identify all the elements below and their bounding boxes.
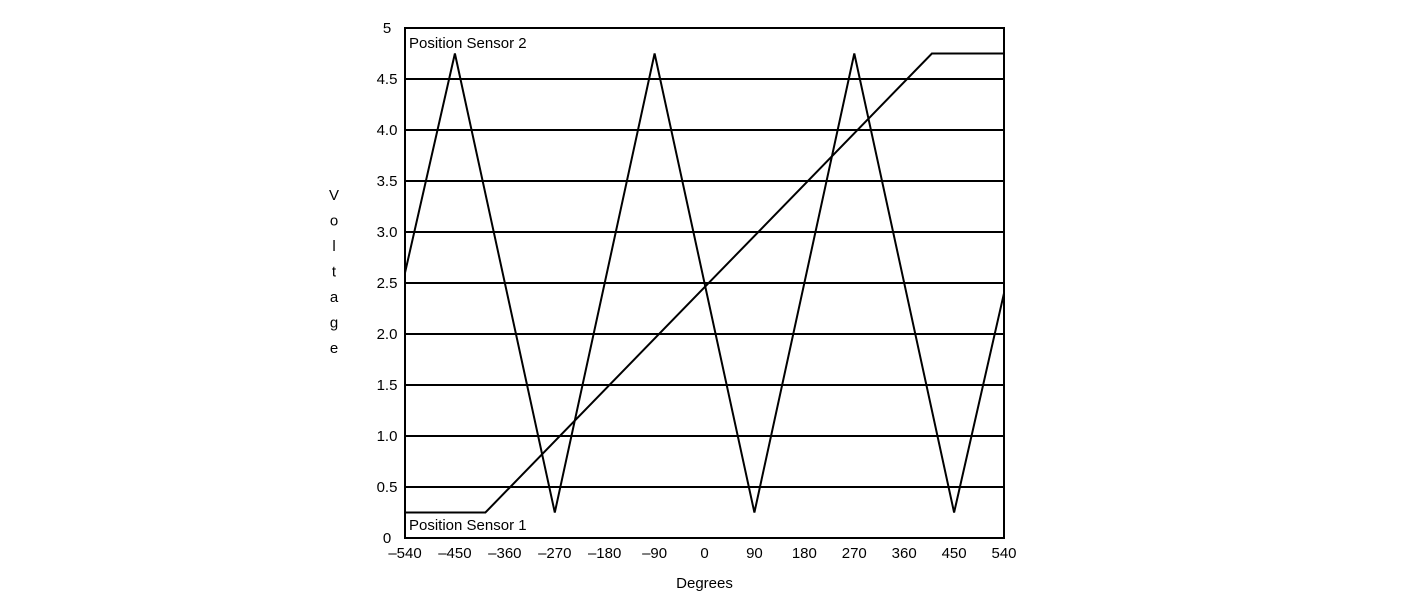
y-tick-label-10: 5 [383,20,391,37]
x-tick-label-8: 180 [792,545,817,562]
x-axis-label: Degrees [676,575,733,592]
y-tick-label-5: 2.5 [377,275,398,292]
y-tick-label-7: 3.5 [377,173,398,190]
y-axis-label-letter-4: a [330,289,339,306]
y-axis-label-letter-5: g [330,315,338,332]
series-label-position-sensor-1: Position Sensor 1 [409,517,527,534]
y-axis-label-letter-3: t [332,264,337,281]
x-tick-label-9: 270 [842,545,867,562]
y-tick-label-8: 4.0 [377,122,398,139]
y-axis-label-letter-6: e [330,340,338,357]
x-tick-label-2: –360 [488,545,521,562]
series-line-1 [405,52,1004,514]
x-tick-label-1: –450 [438,545,471,562]
y-tick-label-6: 3.0 [377,224,398,241]
x-tick-label-12: 540 [991,545,1016,562]
y-tick-label-9: 4.5 [377,71,398,88]
y-tick-label-1: 0.5 [377,479,398,496]
y-tick-label-4: 2.0 [377,326,398,343]
x-tick-label-5: –90 [642,545,667,562]
x-tick-label-4: –180 [588,545,621,562]
plot-frame [404,27,1005,539]
y-tick-label-3: 1.5 [377,377,398,394]
x-tick-label-3: –270 [538,545,571,562]
y-tick-label-0: 0 [383,530,391,547]
y-axis-label-letter-1: o [330,213,338,230]
y-tick-label-2: 1.0 [377,428,398,445]
x-tick-label-10: 360 [892,545,917,562]
y-tick-labels: 0 0.5 1.0 1.5 2.0 2.5 3.0 3.5 4.0 4.5 5 [377,20,398,547]
x-tick-label-11: 450 [942,545,967,562]
series-layer [404,52,1005,514]
series-label-position-sensor-2: Position Sensor 2 [409,35,527,52]
x-tick-label-6: 0 [700,545,708,562]
y-axis-label-letter-0: V [329,187,339,204]
x-tick-label-0: –540 [388,545,421,562]
x-tick-label-7: 90 [746,545,763,562]
x-tick-labels: –540 –450 –360 –270 –180 –90 0 90 180 270 360 450 54… [388,545,1016,562]
y-axis-label-letter-2: l [332,238,335,255]
series-line-2 [404,53,1005,513]
